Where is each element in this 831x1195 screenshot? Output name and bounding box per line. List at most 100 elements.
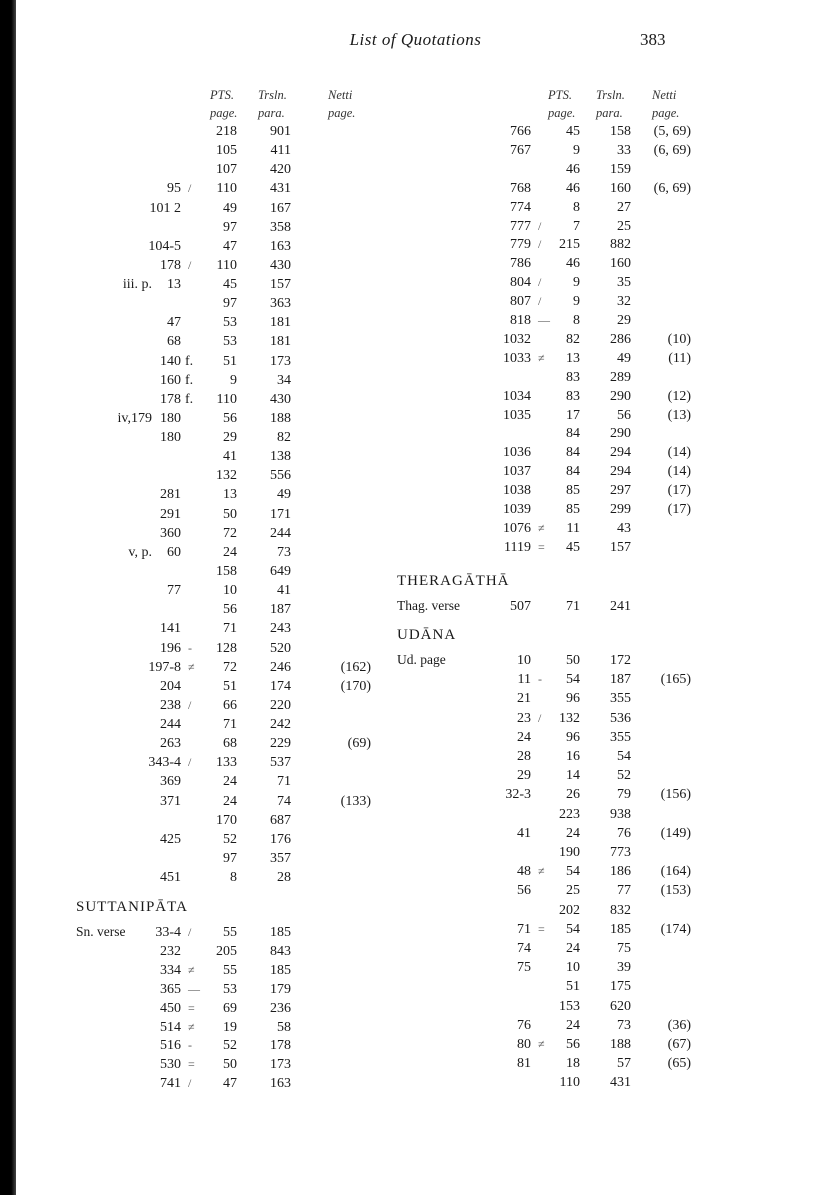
ref-mark: = xyxy=(188,1000,195,1015)
trsl-para: 25 xyxy=(617,218,631,234)
pts-page: 24 xyxy=(566,1017,580,1033)
trsl-para: 620 xyxy=(610,998,631,1014)
pts-page: 41 xyxy=(223,449,237,465)
pts-page: 223 xyxy=(559,806,580,822)
ref-number: 1119 xyxy=(504,539,531,555)
ref-mark: - xyxy=(538,672,542,687)
ref-mark: / xyxy=(188,181,192,196)
ref-number: 23 xyxy=(517,710,531,726)
netti-page: (65) xyxy=(667,1056,691,1072)
netti-page: (174) xyxy=(660,921,691,937)
pts-page: 190 xyxy=(559,845,580,860)
netti-page: (170) xyxy=(340,678,371,694)
ref-number: 77 xyxy=(167,583,181,599)
ref-mark: = xyxy=(538,921,545,936)
trsl-para: 411 xyxy=(270,143,291,159)
ref-number: 204 xyxy=(160,678,181,694)
trsl-para: 27 xyxy=(617,199,631,215)
ref-mark: / xyxy=(188,1076,192,1091)
pts-page: 9 xyxy=(230,372,237,388)
pts-page: 83 xyxy=(566,388,580,404)
ref-number: 74 xyxy=(517,941,531,956)
ref-mark: ≠ xyxy=(188,1019,195,1034)
scan-edge xyxy=(0,0,16,1195)
ref-number: 343-4 xyxy=(148,755,181,771)
trsl-para: 77 xyxy=(617,883,631,899)
trsl-para: 220 xyxy=(270,697,291,713)
ref-number: 180 xyxy=(160,430,181,446)
header-netti-sub-right: page. xyxy=(652,106,680,120)
netti-page: (17) xyxy=(667,502,691,517)
trsl-para: 54 xyxy=(617,749,631,764)
ref-number: 29 xyxy=(517,768,531,784)
netti-page: (12) xyxy=(667,388,691,404)
ref-mark: / xyxy=(538,710,542,725)
trsl-para: 430 xyxy=(270,391,291,407)
trsl-para: 355 xyxy=(610,691,631,707)
ref-mark: - xyxy=(188,640,192,655)
trsl-para: 79 xyxy=(617,787,631,803)
trsl-para: 363 xyxy=(270,296,291,312)
pts-page: 128 xyxy=(216,640,237,656)
trsl-para: 294 xyxy=(610,445,631,461)
trsl-para: 430 xyxy=(270,257,291,273)
ref-number: 1033 xyxy=(503,350,531,366)
ref-number: 804 xyxy=(510,275,531,291)
ref-number: 365 xyxy=(160,981,181,997)
pts-page: 51 xyxy=(223,678,237,694)
label-ud-page: Ud. page xyxy=(397,652,446,667)
pts-page: 96 xyxy=(566,691,580,707)
pts-page: 110 xyxy=(559,1075,580,1091)
pts-page: 13 xyxy=(566,350,580,366)
pts-page: 8 xyxy=(573,199,580,215)
pts-page: 54 xyxy=(566,921,580,937)
pts-page: 24 xyxy=(223,544,237,560)
netti-page: (153) xyxy=(660,883,691,899)
pts-page: 14 xyxy=(566,768,580,784)
ref-number: 516 xyxy=(160,1038,181,1054)
netti-page: (6, 69) xyxy=(653,180,691,196)
pts-page: 50 xyxy=(223,1057,237,1073)
ref-number: 777 xyxy=(510,218,531,234)
trsl-para: 82 xyxy=(277,430,291,446)
pts-page: 54 xyxy=(566,672,580,688)
ref-number: 766 xyxy=(510,124,531,139)
pts-page: 46 xyxy=(566,180,580,196)
trsl-para: 163 xyxy=(270,1076,291,1092)
trsl-para: 29 xyxy=(617,313,631,328)
trsl-para: 178 xyxy=(270,1038,291,1054)
trsl-para: 52 xyxy=(617,768,631,784)
pts-page: 72 xyxy=(223,525,237,541)
ref-number: 1035 xyxy=(503,407,531,423)
ref-number: 178 xyxy=(160,257,181,273)
pts-page: 51 xyxy=(566,979,580,995)
trsl-para: 32 xyxy=(617,294,631,310)
ref-number: 774 xyxy=(510,199,531,215)
netti-page: (14) xyxy=(667,464,691,480)
trsl-para: 290 xyxy=(610,426,631,442)
pts-page: 72 xyxy=(223,659,237,675)
trsl-para: 536 xyxy=(610,710,631,726)
ref-mark: / xyxy=(188,925,192,939)
netti-page: (17) xyxy=(667,483,691,499)
pts-page: 71 xyxy=(223,717,237,733)
trsl-para: 294 xyxy=(610,464,631,480)
pts-page: 53 xyxy=(223,981,237,997)
pts-page: 105 xyxy=(216,143,237,159)
trsl-para: 882 xyxy=(610,237,631,253)
ref-number: 81 xyxy=(517,1056,531,1072)
trsl-para: 431 xyxy=(270,181,291,197)
header-netti-right: Netti xyxy=(652,88,677,102)
trsl-para: 58 xyxy=(277,1019,291,1035)
ref-number: 1036 xyxy=(503,445,531,461)
netti-page: (6, 69) xyxy=(653,142,691,158)
label-sn-verse: Sn. verse xyxy=(76,924,126,939)
ref-number: 1039 xyxy=(503,502,531,517)
ref-number: 369 xyxy=(160,774,181,790)
trsl-para: 185 xyxy=(270,925,291,940)
ref-mark: ≠ xyxy=(538,864,545,879)
trsl-para: 185 xyxy=(610,921,631,937)
pts-page: 45 xyxy=(566,124,580,139)
section-heading-theragatha: THERAGĀTHĀ xyxy=(397,573,510,589)
pts-page: 205 xyxy=(216,943,237,959)
